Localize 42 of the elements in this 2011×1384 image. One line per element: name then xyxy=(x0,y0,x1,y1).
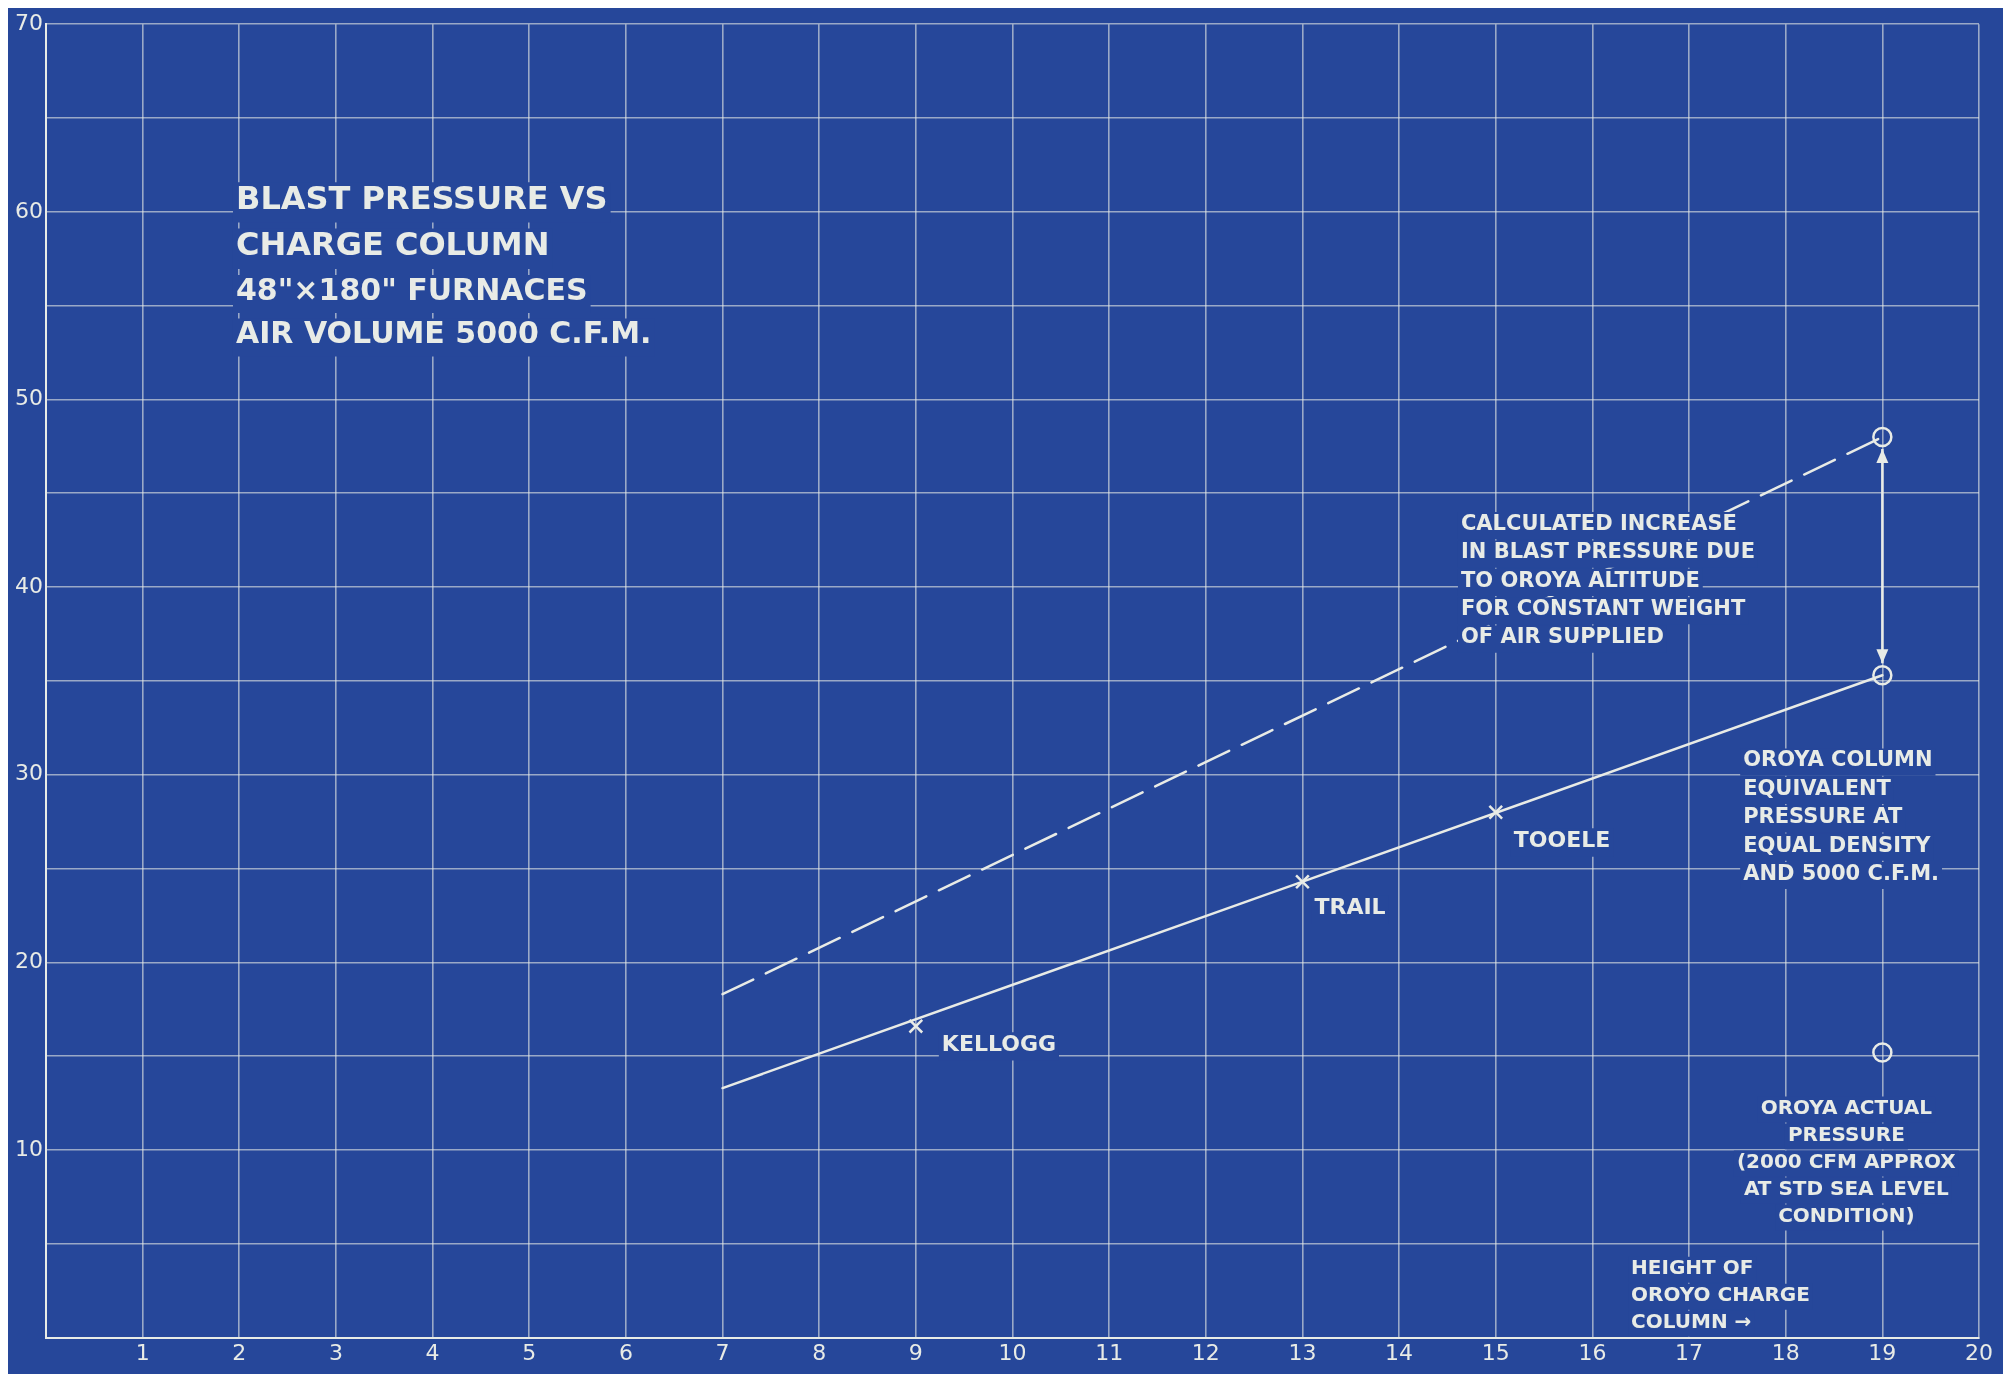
point xyxy=(1872,665,1893,686)
y-tick-label: 70 xyxy=(14,9,43,35)
x-tick-label: 5 xyxy=(522,1339,537,1365)
y-tick-label: 10 xyxy=(14,1135,43,1161)
annotation: TOOELE xyxy=(1513,826,1611,852)
x-tick-label: 14 xyxy=(1385,1339,1414,1365)
point xyxy=(1872,1042,1893,1063)
x-tick-label: 9 xyxy=(908,1339,923,1365)
annotation: OROYA ACTUAL PRESSURE (2000 CFM APPROX AT STD SEA LEVEL CONDITION) xyxy=(1736,1094,1957,1227)
x-tick-label: 6 xyxy=(618,1339,633,1365)
y-tick-label: 20 xyxy=(14,948,43,974)
x-tick-label: 1 xyxy=(135,1339,150,1365)
annotation: TRAIL xyxy=(1314,894,1386,920)
x-tick-label: 15 xyxy=(1481,1339,1510,1365)
y-tick-label: 40 xyxy=(14,572,43,598)
x-tick-label: 17 xyxy=(1675,1339,1704,1365)
y-tick-label: 50 xyxy=(14,385,43,411)
x-tick-label: 10 xyxy=(998,1339,1027,1365)
x-tick-label: 11 xyxy=(1095,1339,1124,1365)
y-tick-label: 30 xyxy=(14,760,43,786)
point xyxy=(1488,804,1504,820)
annotation: HEIGHT OF OROYO CHARGE COLUMN → xyxy=(1631,1255,1810,1333)
x-tick-label: 16 xyxy=(1578,1339,1607,1365)
x-tick-label: 7 xyxy=(715,1339,730,1365)
point xyxy=(908,1018,924,1034)
x-tick-label: 8 xyxy=(812,1339,827,1365)
annotation: OROYA COLUMN EQUIVALENT PRESSURE AT EQUAL DENSITY AND 5000 C.F.M. xyxy=(1743,747,1940,885)
x-tick-label: 18 xyxy=(1771,1339,1800,1365)
point xyxy=(1872,426,1893,448)
annotation: CALCULATED INCREASE IN BLAST PRESSURE DUE TO OROYA ALTITUDE FOR CONSTANT WEIGHT OF AIR SUPPLIED xyxy=(1460,511,1755,649)
x-tick-label: 13 xyxy=(1288,1339,1317,1365)
y-tick-label: 60 xyxy=(14,197,43,223)
text: BLAST PRESSURE VS CHARGE COLUMN xyxy=(235,178,608,263)
x-tick-label: 20 xyxy=(1965,1339,1993,1365)
annotation: KELLOGG xyxy=(941,1030,1056,1056)
x-tick-label: 12 xyxy=(1191,1339,1220,1365)
text: 48"×180" FURNACES AIR VOLUME 5000 C.F.M. xyxy=(235,271,652,351)
point xyxy=(1294,874,1311,890)
x-tick-label: 4 xyxy=(425,1339,440,1365)
x-tick-label: 3 xyxy=(328,1339,343,1365)
x-tick-label: 2 xyxy=(232,1339,247,1365)
x-tick-label: 19 xyxy=(1868,1339,1897,1365)
